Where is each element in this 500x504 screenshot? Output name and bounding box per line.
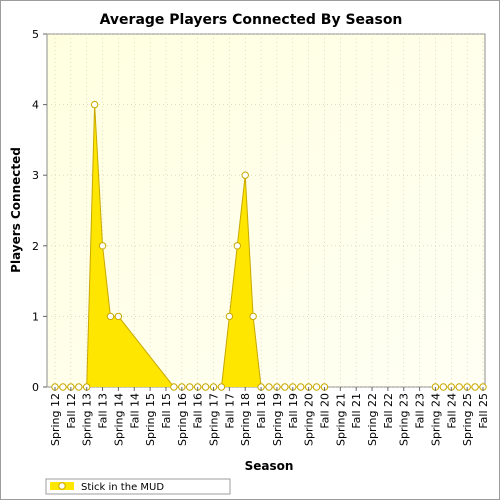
grid (47, 33, 485, 388)
chart-title: Average Players Connected By Season (100, 12, 403, 28)
x-tick-label: Fall 19 (287, 393, 300, 429)
x-tick-label: Spring 16 (176, 393, 189, 446)
y-axis: 0 1 2 3 4 5 (32, 28, 47, 394)
series-layer (51, 100, 487, 391)
data-point (281, 383, 289, 391)
x-axis: Spring 12 Fall 12 Spring 13 Fall 13 Spring 1… (49, 387, 490, 446)
x-tick-label: Spring 14 (112, 393, 125, 446)
x-tick-label: Fall 22 (382, 393, 395, 429)
x-axis-title: Season (245, 459, 294, 473)
data-point (312, 383, 321, 391)
x-tick-label: Spring 13 (81, 393, 94, 446)
legend-marker (58, 482, 66, 490)
x-tick-label: Spring 25 (461, 393, 474, 446)
x-tick-label: Fall 23 (414, 393, 427, 429)
legend-box (45, 478, 231, 495)
y-tick-label: 2 (32, 240, 39, 253)
x-tick-label: Spring 21 (334, 393, 347, 446)
legend: Stick in the MUD (45, 478, 231, 495)
data-point (59, 383, 67, 391)
data-point (455, 383, 463, 391)
data-point (186, 383, 194, 391)
x-tick-label: Spring 18 (239, 393, 252, 446)
data-point (114, 312, 123, 321)
y-tick-label: 5 (32, 28, 39, 41)
data-point (297, 383, 305, 391)
x-tick-label: Spring 23 (398, 393, 411, 446)
x-tick-label: Spring 15 (144, 393, 157, 446)
data-point (98, 242, 107, 250)
y-tick-label: 0 (32, 381, 39, 394)
x-tick-label: Fall 25 (477, 393, 490, 429)
data-point (265, 383, 273, 391)
data-point (106, 312, 115, 321)
x-tick-label: Spring 22 (366, 393, 379, 446)
x-tick-label: Fall 14 (128, 393, 141, 429)
data-point (75, 383, 83, 391)
x-tick-label: Fall 13 (97, 393, 110, 429)
x-tick-label: Fall 18 (255, 393, 268, 429)
data-point (201, 383, 210, 391)
x-tick-label: Fall 17 (223, 393, 236, 429)
y-tick-label: 4 (32, 99, 39, 112)
data-point (170, 383, 178, 391)
x-tick-label: Spring 19 (271, 393, 284, 446)
x-tick-label: Fall 21 (350, 393, 363, 429)
data-point (217, 383, 226, 391)
x-tick-label: Spring 24 (429, 393, 442, 446)
y-tick-label: 3 (32, 169, 39, 182)
data-point (233, 242, 241, 250)
x-tick-label: Fall 15 (160, 393, 173, 429)
data-point (471, 383, 479, 391)
x-tick-label: Fall 12 (65, 393, 78, 429)
data-point (225, 312, 234, 321)
data-point (439, 383, 448, 391)
data-point (241, 171, 249, 179)
y-tick-label: 1 (32, 310, 39, 323)
data-point (249, 312, 257, 321)
legend-label: Stick in the MUD (81, 482, 164, 493)
data-point (90, 100, 99, 109)
y-axis-title: Players Connected (9, 147, 23, 273)
x-tick-label: Fall 16 (192, 393, 205, 429)
x-tick-label: Fall 20 (318, 393, 331, 429)
x-tick-label: Spring 12 (49, 393, 62, 446)
x-tick-label: Spring 17 (208, 393, 221, 446)
x-tick-label: Spring 20 (303, 393, 316, 446)
x-tick-label: Fall 24 (445, 393, 458, 429)
